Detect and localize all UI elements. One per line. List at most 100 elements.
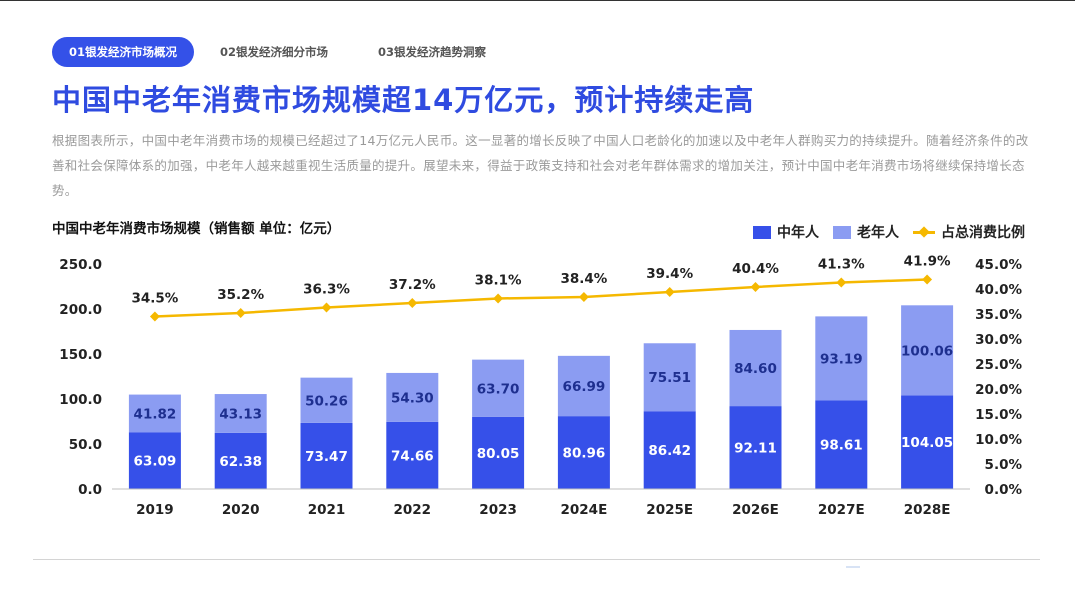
bar-middle-aged [729, 406, 782, 489]
legend-item-middle-aged: 中年人 [753, 222, 819, 242]
tab-trend-insights[interactable]: 03银发经济趋势洞察 [378, 45, 487, 59]
ratio-line-value-label: 41.9% [904, 254, 951, 270]
bar-value-label-elderly: 75.51 [648, 370, 691, 386]
left-axis-tick-label: 50.0 [69, 437, 102, 453]
bar-value-label-elderly: 50.26 [305, 393, 348, 409]
left-axis-tick-label: 200.0 [59, 302, 102, 318]
left-axis-tick-label: 100.0 [59, 392, 102, 408]
bar-value-label-middle-aged: 104.05 [901, 435, 953, 451]
ratio-line-point [578, 292, 589, 302]
x-axis-category-label: 2024E [561, 502, 608, 518]
section-tabs: 01银发经济市场概况 02银发经济细分市场 03银发经济趋势洞察 [52, 37, 486, 67]
ratio-line-point [235, 308, 246, 318]
top-border [0, 0, 1075, 1]
right-axis-tick-label: 20.0% [975, 382, 1022, 398]
ratio-line-point [664, 287, 675, 297]
bar-value-label-elderly: 54.30 [391, 390, 434, 406]
ratio-line-value-label: 38.1% [475, 273, 522, 289]
ratio-line-value-label: 41.3% [818, 257, 865, 273]
legend-swatch-middle-aged [753, 225, 771, 239]
bar-middle-aged [300, 422, 353, 489]
ratio-line-point [750, 282, 761, 292]
chart-title: 中国中老年消费市场规模（销售额 单位：亿元） [52, 221, 341, 237]
ratio-line-point [407, 298, 418, 308]
ratio-line-value-label: 37.2% [389, 277, 436, 293]
ratio-line-value-label: 34.5% [131, 291, 178, 307]
bar-value-label-middle-aged: 98.61 [820, 438, 863, 454]
ratio-line-point [836, 277, 847, 288]
bar-value-label-middle-aged: 92.11 [734, 441, 777, 457]
bar-value-label-elderly: 63.70 [477, 381, 520, 397]
bar-elderly [300, 377, 353, 423]
chart-legend: 中年人 老年人 占总消费比例 [739, 222, 1025, 242]
legend-label-middle-aged: 中年人 [777, 225, 819, 241]
bar-middle-aged [214, 432, 267, 489]
page-title: 中国中老年消费市场规模超14万亿元，预计持续走高 [52, 83, 755, 117]
x-axis-category-label: 2021 [308, 502, 346, 518]
ratio-line-value-label: 38.4% [560, 271, 607, 287]
x-axis-category-label: 2027E [818, 502, 865, 518]
legend-label-consumption-ratio: 占总消费比例 [941, 225, 1025, 241]
legend-item-elderly: 老年人 [833, 222, 899, 242]
x-axis-category-label: 2022 [394, 502, 432, 518]
bar-middle-aged [472, 416, 525, 489]
bar-elderly [815, 316, 868, 401]
bar-middle-aged [901, 395, 954, 489]
ratio-line-value-label: 40.4% [732, 261, 779, 277]
legend-item-consumption-ratio: 占总消费比例 [913, 222, 1025, 242]
bar-value-label-middle-aged: 74.66 [391, 448, 434, 464]
x-axis-category-label: 2026E [732, 502, 779, 518]
bar-elderly [472, 359, 525, 417]
bar-value-label-elderly: 93.19 [820, 351, 863, 367]
bar-value-label-elderly: 43.13 [219, 406, 262, 422]
bar-value-label-elderly: 66.99 [563, 379, 606, 395]
right-axis-tick-label: 35.0% [975, 307, 1022, 323]
bar-middle-aged [643, 411, 696, 489]
ratio-line-point [321, 302, 332, 313]
bar-value-label-elderly: 41.82 [134, 406, 177, 422]
bar-elderly [729, 329, 782, 407]
bar-value-label-middle-aged: 73.47 [305, 449, 348, 465]
ratio-line [154, 278, 928, 318]
bar-value-label-middle-aged: 80.05 [477, 446, 520, 462]
x-axis-category-label: 2019 [136, 502, 174, 518]
bar-middle-aged [557, 416, 610, 489]
bar-elderly [214, 394, 267, 433]
legend-swatch-ratio-line [913, 226, 935, 238]
bottom-divider [33, 559, 1040, 560]
ratio-line-point [493, 293, 504, 304]
bar-value-label-middle-aged: 86.42 [648, 443, 691, 459]
ratio-line-point [149, 311, 160, 322]
bar-value-label-middle-aged: 62.38 [219, 454, 262, 470]
bar-value-label-elderly: 100.06 [901, 343, 953, 359]
right-axis-tick-label: 25.0% [975, 357, 1022, 373]
left-axis-tick-label: 250.0 [59, 257, 102, 273]
bar-middle-aged [815, 400, 868, 489]
right-axis-tick-label: 45.0% [975, 257, 1022, 273]
bar-elderly [128, 394, 181, 433]
right-axis-tick-label: 15.0% [975, 407, 1022, 423]
ratio-line-value-label: 35.2% [217, 287, 264, 303]
legend-label-elderly: 老年人 [857, 225, 899, 241]
bar-value-label-elderly: 84.60 [734, 361, 777, 377]
bar-middle-aged [128, 432, 181, 489]
bar-elderly [557, 355, 610, 417]
x-axis-category-label: 2025E [646, 502, 693, 518]
right-axis-tick-label: 30.0% [975, 332, 1022, 348]
x-axis-category-label: 2020 [222, 502, 260, 518]
bar-elderly [901, 305, 954, 396]
left-axis-tick-label: 0.0 [78, 482, 102, 498]
ratio-line-value-label: 36.3% [303, 282, 350, 298]
left-axis-tick-label: 150.0 [59, 347, 102, 363]
legend-swatch-elderly [833, 225, 851, 239]
bar-value-label-middle-aged: 80.96 [563, 446, 606, 462]
right-axis-tick-label: 0.0% [985, 482, 1023, 498]
ratio-line-value-label: 39.4% [646, 266, 693, 282]
x-axis-category-label: 2023 [479, 502, 517, 518]
page-description: 根据图表所示，中国中老年消费市场的规模已经超过了14万亿元人民币。这一显著的增长… [52, 133, 1029, 198]
decorative-mark [846, 566, 860, 568]
ratio-line-point [922, 274, 933, 285]
tab-segmented-market[interactable]: 02银发经济细分市场 [220, 45, 329, 59]
tab-market-overview[interactable]: 01银发经济市场概况 [52, 37, 195, 67]
